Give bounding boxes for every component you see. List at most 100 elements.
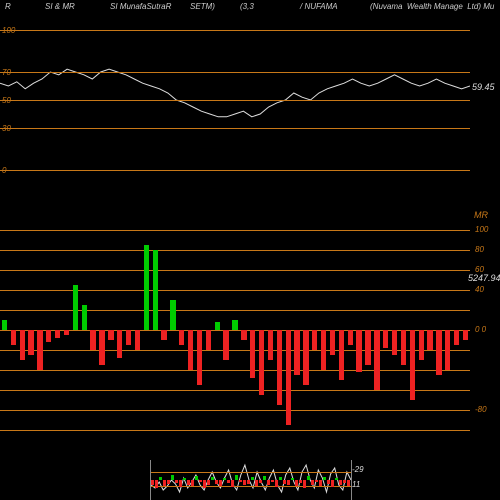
histogram-bar: [161, 330, 166, 340]
mini-bar: [343, 480, 346, 483]
mini-bar: [299, 480, 302, 483]
histogram-bar: [410, 330, 415, 400]
mini-bar: [303, 480, 306, 488]
histogram-bar: [37, 330, 42, 370]
histogram-bar: [215, 322, 220, 330]
mini-panel: [150, 460, 352, 500]
mini-bar: [283, 480, 286, 484]
histogram-bar: [188, 330, 193, 370]
histogram-bar: [436, 330, 441, 375]
histogram-bar: [445, 330, 450, 370]
gridline: [0, 290, 470, 291]
gridline: [0, 170, 470, 171]
histogram-bar: [179, 330, 184, 345]
histogram-bar: [401, 330, 406, 365]
histogram-bar: [46, 330, 51, 342]
histogram-bar: [90, 330, 95, 350]
mini-bar: [315, 480, 318, 482]
mini-bar: [255, 480, 258, 486]
mini-label-top: -29: [352, 465, 364, 474]
grid-label: 0 0: [475, 325, 486, 334]
histogram-bar: [82, 305, 87, 330]
mini-bar: [295, 480, 298, 486]
mini-bar: [203, 480, 206, 488]
header-item: / NUFAMA: [300, 2, 338, 11]
mini-bar: [215, 480, 218, 484]
histogram-bar: [2, 320, 7, 330]
mini-bar: [191, 480, 194, 486]
mini-bar: [183, 478, 186, 480]
histogram-bar: [206, 330, 211, 350]
mini-bar: [327, 480, 330, 484]
mini-bar: [219, 480, 222, 486]
histogram-bar: [64, 330, 69, 335]
mini-bar: [251, 477, 254, 480]
gridline: [0, 128, 470, 129]
rsi-panel: 0305070100: [0, 30, 470, 170]
mini-label-bot: 11: [352, 480, 360, 489]
gridline: [0, 370, 470, 371]
histogram-bar: [294, 330, 299, 375]
histogram-bar: [135, 330, 140, 350]
mini-bar: [247, 480, 250, 484]
histogram-bar: [365, 330, 370, 365]
histogram-bar: [419, 330, 424, 360]
histogram-bar: [108, 330, 113, 340]
mini-bar: [211, 477, 214, 480]
histogram-bar: [153, 250, 158, 330]
histogram-bar: [259, 330, 264, 395]
rsi-current-value: 59.45: [472, 82, 495, 92]
mini-bar: [275, 480, 278, 487]
histogram-bar: [117, 330, 122, 358]
header-item: SETM): [190, 2, 215, 11]
histogram-bar: [20, 330, 25, 360]
mini-bar: [171, 475, 174, 480]
mini-bar: [307, 476, 310, 480]
gridline: [0, 30, 470, 31]
mini-bar: [271, 480, 274, 482]
grid-label: 100: [2, 26, 15, 35]
mini-bar: [263, 476, 266, 480]
mini-bar: [231, 480, 234, 487]
mini-bar: [287, 480, 290, 485]
histogram-bar: [303, 330, 308, 385]
histogram-bar: [463, 330, 468, 340]
grid-label: 100: [475, 225, 488, 234]
histogram-bar: [11, 330, 16, 345]
mini-bar: [235, 475, 238, 480]
gridline: [0, 72, 470, 73]
histogram-bar: [73, 285, 78, 330]
gridline: [0, 100, 470, 101]
mini-bar: [199, 480, 202, 482]
histogram-bar: [250, 330, 255, 378]
gridline: [0, 430, 470, 431]
histogram-bar: [374, 330, 379, 390]
mini-bar: [239, 480, 242, 482]
header-item: (3,3: [240, 2, 254, 11]
macd-panel: [0, 230, 470, 430]
mini-bar: [195, 476, 198, 480]
mini-bar: [187, 480, 190, 485]
mini-bar: [331, 480, 334, 487]
histogram-bar: [330, 330, 335, 355]
header-item: R: [5, 2, 11, 11]
histogram-bar: [170, 300, 175, 330]
grid-label: -80: [475, 405, 487, 414]
histogram-bar: [427, 330, 432, 350]
grid-label: 70: [2, 68, 11, 77]
header-item: SI & MR: [45, 2, 75, 11]
mini-bar: [267, 480, 270, 485]
histogram-bar: [348, 330, 353, 345]
mr-label: MR: [474, 210, 488, 220]
mini-bar: [243, 480, 246, 485]
histogram-bar: [197, 330, 202, 385]
mini-bar: [319, 480, 322, 486]
mini-bar: [155, 480, 158, 488]
histogram-bar: [383, 330, 388, 348]
mini-bar: [347, 480, 350, 486]
gridline: [0, 270, 470, 271]
mini-gridline: [151, 472, 351, 473]
histogram-bar: [277, 330, 282, 405]
header-item: SI MunafaSutraR: [110, 2, 171, 11]
histogram-bar: [356, 330, 361, 372]
